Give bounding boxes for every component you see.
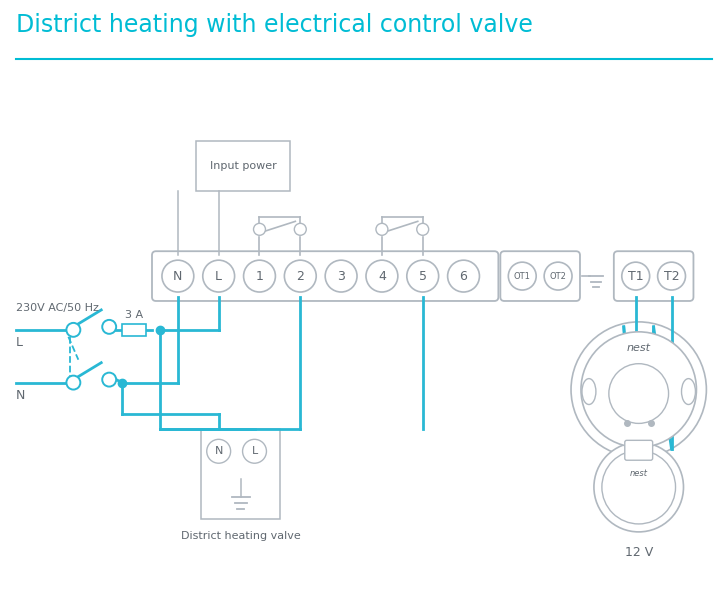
Text: District heating with electrical control valve: District heating with electrical control… — [15, 13, 532, 37]
Text: OT2: OT2 — [550, 271, 566, 280]
Text: 2: 2 — [296, 270, 304, 283]
Circle shape — [594, 443, 684, 532]
FancyBboxPatch shape — [201, 429, 280, 519]
Text: 12 V: 12 V — [625, 546, 653, 559]
Text: L: L — [215, 270, 222, 283]
Text: 4: 4 — [378, 270, 386, 283]
Text: 5: 5 — [419, 270, 427, 283]
Text: N: N — [173, 270, 183, 283]
Text: OT1: OT1 — [514, 271, 531, 280]
Circle shape — [66, 323, 80, 337]
Circle shape — [244, 260, 275, 292]
Circle shape — [609, 364, 668, 424]
Ellipse shape — [681, 378, 695, 405]
Text: N: N — [215, 446, 223, 456]
Circle shape — [448, 260, 480, 292]
Circle shape — [508, 262, 537, 290]
Circle shape — [325, 260, 357, 292]
Text: N: N — [15, 388, 25, 402]
Circle shape — [102, 320, 116, 334]
Circle shape — [285, 260, 316, 292]
Circle shape — [366, 260, 397, 292]
Circle shape — [162, 260, 194, 292]
Circle shape — [253, 223, 266, 235]
Text: L: L — [15, 336, 23, 349]
Circle shape — [294, 223, 306, 235]
Text: T1: T1 — [628, 270, 644, 283]
Ellipse shape — [582, 378, 596, 405]
FancyBboxPatch shape — [122, 324, 146, 336]
Text: District heating valve: District heating valve — [181, 531, 301, 541]
FancyBboxPatch shape — [500, 251, 580, 301]
Text: 1: 1 — [256, 270, 264, 283]
Circle shape — [102, 372, 116, 387]
Text: 3: 3 — [337, 270, 345, 283]
Circle shape — [66, 375, 80, 390]
Circle shape — [203, 260, 234, 292]
FancyBboxPatch shape — [152, 251, 499, 301]
Text: 230V AC/50 Hz: 230V AC/50 Hz — [15, 303, 98, 313]
Text: 3 A: 3 A — [125, 310, 143, 320]
Text: 6: 6 — [459, 270, 467, 283]
Circle shape — [207, 440, 231, 463]
FancyBboxPatch shape — [196, 141, 290, 191]
Text: L: L — [251, 446, 258, 456]
FancyBboxPatch shape — [614, 251, 694, 301]
Circle shape — [544, 262, 572, 290]
FancyBboxPatch shape — [625, 440, 652, 460]
Circle shape — [581, 332, 697, 447]
Circle shape — [416, 223, 429, 235]
Text: nest: nest — [627, 343, 651, 353]
Circle shape — [376, 223, 388, 235]
Circle shape — [602, 450, 676, 524]
Circle shape — [657, 262, 686, 290]
Circle shape — [407, 260, 439, 292]
Text: Input power: Input power — [210, 160, 277, 170]
Text: nest: nest — [630, 469, 648, 478]
Circle shape — [242, 440, 266, 463]
Circle shape — [622, 262, 649, 290]
Text: T2: T2 — [664, 270, 679, 283]
Circle shape — [571, 322, 706, 457]
